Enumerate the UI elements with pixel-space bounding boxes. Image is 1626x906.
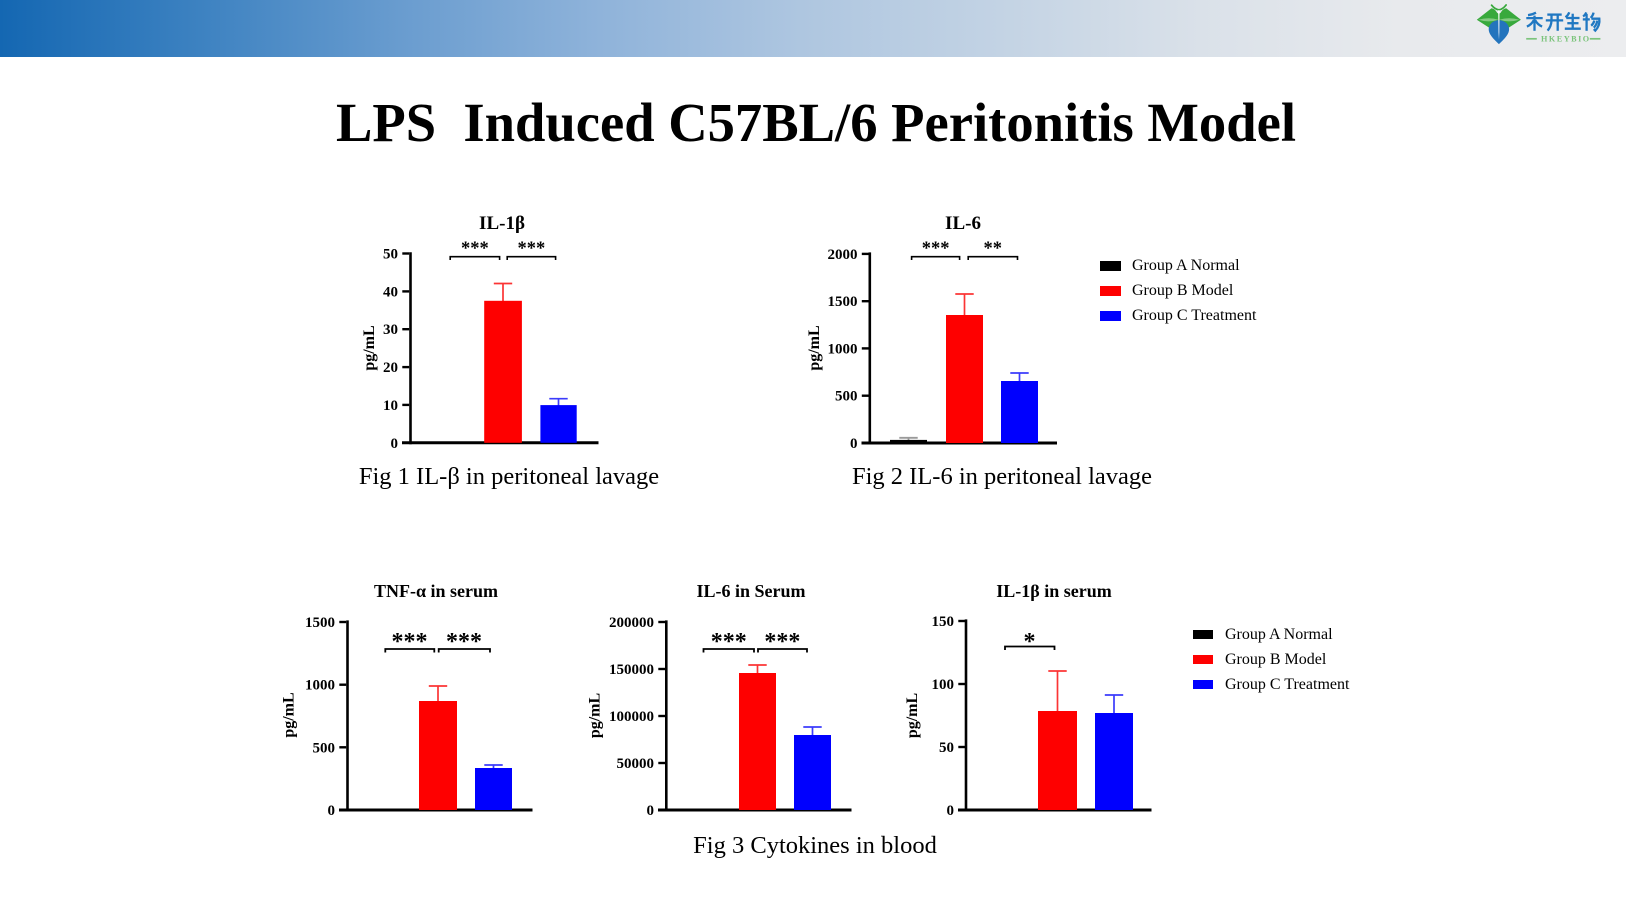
- svg-text:30: 30: [383, 322, 398, 338]
- svg-text:10: 10: [383, 398, 398, 414]
- svg-text:***: ***: [392, 629, 428, 655]
- svg-text:40: 40: [383, 284, 398, 300]
- svg-text:***: ***: [922, 239, 950, 259]
- svg-text:*: *: [1024, 629, 1036, 655]
- svg-text:50: 50: [383, 247, 398, 263]
- svg-text:pg/mL: pg/mL: [361, 325, 378, 370]
- svg-text:1000: 1000: [305, 678, 335, 694]
- svg-text:1500: 1500: [305, 615, 335, 631]
- svg-text:50000: 50000: [617, 756, 655, 772]
- svg-text:pg/mL: pg/mL: [806, 325, 823, 370]
- svg-text:IL-6 in Serum: IL-6 in Serum: [696, 581, 805, 601]
- svg-text:***: ***: [461, 239, 489, 259]
- svg-text:20: 20: [383, 360, 398, 376]
- svg-text:***: ***: [518, 239, 546, 259]
- svg-text:TNF-α in serum: TNF-α in serum: [374, 581, 498, 601]
- svg-text:pg/mL: pg/mL: [587, 693, 604, 738]
- svg-text:***: ***: [764, 629, 800, 655]
- svg-text:HKEYBIO: HKEYBIO: [1541, 35, 1591, 44]
- svg-text:***: ***: [711, 629, 747, 655]
- svg-text:150: 150: [932, 614, 955, 630]
- svg-text:100: 100: [932, 677, 955, 693]
- svg-text:**: **: [984, 239, 1003, 259]
- svg-text:0: 0: [947, 803, 955, 819]
- svg-text:0: 0: [391, 436, 399, 452]
- svg-text:1500: 1500: [828, 294, 858, 310]
- svg-text:1000: 1000: [828, 341, 858, 357]
- svg-text:200000: 200000: [609, 615, 654, 631]
- svg-text:pg/mL: pg/mL: [904, 693, 921, 738]
- svg-text:IL-6: IL-6: [945, 213, 981, 234]
- svg-text:0: 0: [647, 803, 655, 819]
- svg-text:pg/mL: pg/mL: [281, 692, 298, 737]
- svg-text:IL-1β in serum: IL-1β in serum: [996, 581, 1112, 601]
- svg-text:500: 500: [835, 389, 858, 405]
- svg-text:***: ***: [446, 629, 482, 655]
- svg-text:150000: 150000: [609, 662, 654, 678]
- svg-text:500: 500: [313, 740, 336, 756]
- svg-text:0: 0: [328, 803, 336, 819]
- svg-text:IL-1β: IL-1β: [479, 213, 525, 234]
- svg-text:50: 50: [939, 740, 954, 756]
- svg-text:2000: 2000: [828, 247, 858, 263]
- svg-text:100000: 100000: [609, 709, 654, 725]
- svg-text:0: 0: [850, 436, 858, 452]
